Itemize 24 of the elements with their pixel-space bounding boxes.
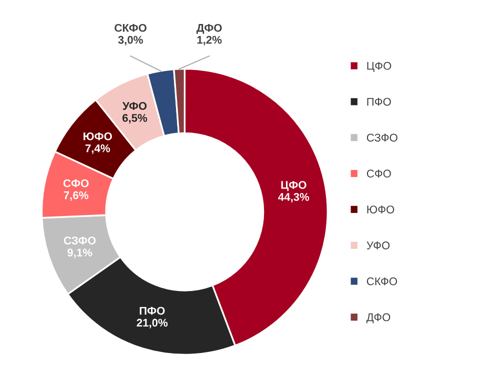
slice-label: ЦФО — [281, 181, 306, 192]
data-label: 21,0% — [136, 318, 168, 328]
slice-label: СФО — [63, 179, 89, 188]
legend-label: УФО — [366, 241, 390, 250]
data-label: 1,2% — [197, 36, 222, 46]
legend-label: СКФО — [366, 277, 398, 286]
legend-label: ЮФО — [367, 206, 394, 214]
data-label: 7,6% — [64, 191, 88, 201]
data-label: 6,5% — [122, 114, 148, 124]
legend-label: ЦФО — [367, 62, 392, 72]
legend-label: ПФО — [367, 98, 391, 106]
slice-label: ЮФО — [84, 132, 112, 140]
data-label: 7,4% — [85, 144, 110, 154]
legend-label: ДФО — [366, 313, 390, 324]
slice-label: СЗФО — [64, 236, 96, 244]
slice-label: СКФО — [114, 24, 146, 32]
data-label: 44,3% — [278, 193, 310, 202]
legend-label: СФО — [366, 170, 391, 178]
slice-label: ПФО — [140, 306, 165, 315]
data-label: 9,1% — [68, 248, 92, 258]
slice-label: УФО — [122, 102, 147, 110]
legend-label: СЗФО — [366, 134, 398, 142]
slice-label: ДФО — [196, 24, 222, 34]
data-label: 3,0% — [118, 36, 143, 46]
